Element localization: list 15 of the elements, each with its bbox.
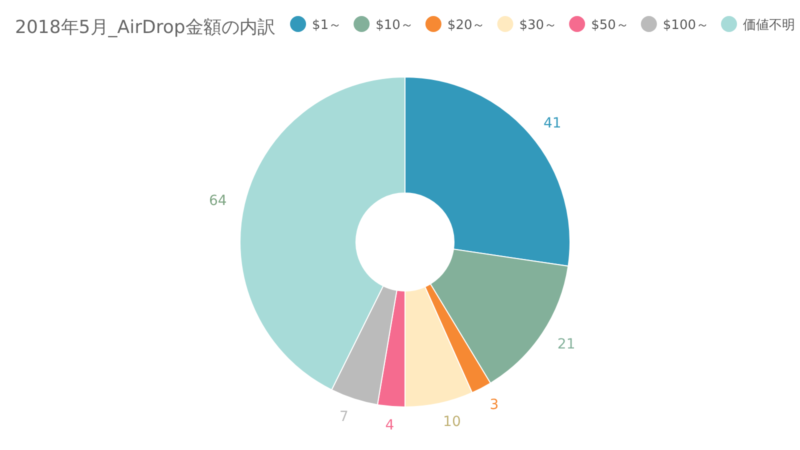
data-label: 41 xyxy=(544,115,562,132)
data-label: 21 xyxy=(557,336,576,352)
data-label: 3 xyxy=(490,397,499,414)
legend-label: 価値不明 xyxy=(743,18,795,33)
data-label: 7 xyxy=(340,409,348,426)
legend-label: $100～ xyxy=(662,18,709,33)
legend-label: $50～ xyxy=(591,18,629,33)
data-label: 64 xyxy=(209,193,227,210)
legend-label: $1～ xyxy=(312,18,342,33)
legend-label: $10～ xyxy=(376,18,414,33)
legend-label: $30～ xyxy=(519,18,558,33)
data-label: 10 xyxy=(443,414,461,430)
legend-label: $20～ xyxy=(447,18,486,33)
chart-title: 2018年5月_AirDrop金額の内訳 xyxy=(15,17,276,38)
data-label: 4 xyxy=(385,417,394,434)
